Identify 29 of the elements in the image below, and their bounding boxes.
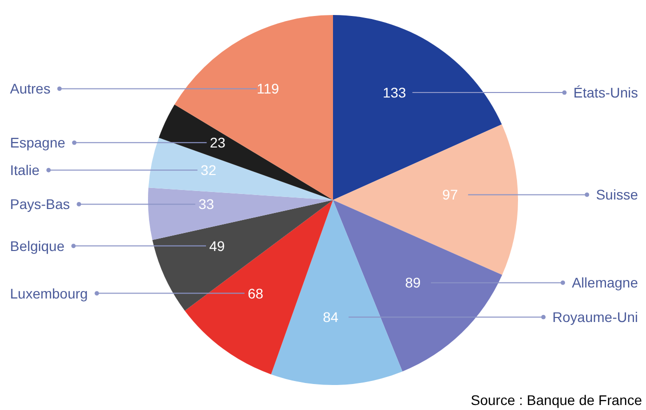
source-note: Source : Banque de France xyxy=(470,392,642,408)
slice-label: Autres xyxy=(10,80,50,97)
pie-slice xyxy=(333,124,518,275)
data-label: 119 xyxy=(256,80,280,97)
data-label: 84 xyxy=(322,309,339,326)
pie-slice xyxy=(158,104,333,200)
data-label: 23 xyxy=(210,134,226,151)
data-label: 97 xyxy=(442,186,458,203)
slice-label: Allemagne xyxy=(572,274,638,291)
pie-slice xyxy=(148,188,333,240)
slice-label: Royaume-Uni xyxy=(552,309,638,326)
data-label: 33 xyxy=(198,196,214,212)
pie-slice xyxy=(333,15,502,200)
slice-label: Espagne xyxy=(10,134,66,151)
data-label: 32 xyxy=(200,162,216,178)
slice-label: États-Unis xyxy=(573,84,638,101)
pie-slice xyxy=(152,200,333,311)
pie-slice xyxy=(148,138,333,200)
slice-label: Italie xyxy=(10,162,40,178)
slice-label: Belgique xyxy=(10,238,65,254)
pie-slice xyxy=(174,15,333,200)
slice-label: Suisse xyxy=(596,186,638,203)
slice-label: Luxembourg xyxy=(10,285,88,302)
data-label: 89 xyxy=(405,274,421,291)
pie-slice xyxy=(271,200,402,385)
slice-label: Pays-Bas xyxy=(10,196,70,212)
data-label: 68 xyxy=(248,285,264,302)
data-label: 49 xyxy=(209,238,226,254)
data-label: 133 xyxy=(382,84,406,101)
